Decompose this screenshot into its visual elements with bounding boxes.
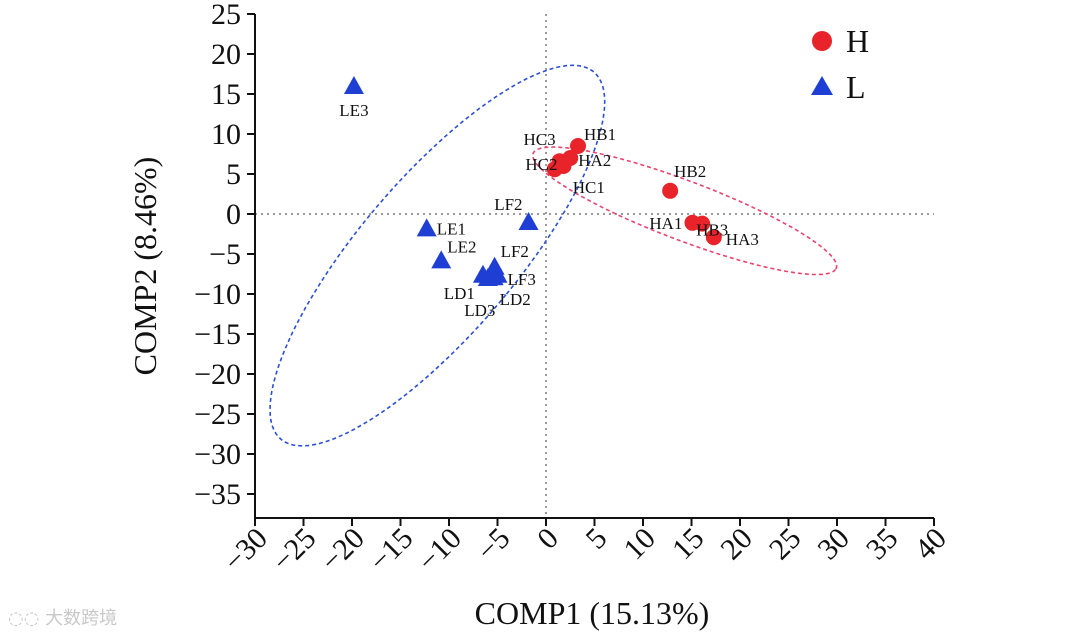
- x-tick-label: −10: [411, 522, 468, 579]
- y-tick-label: 15: [211, 78, 241, 111]
- y-tick-label: 25: [211, 0, 241, 31]
- point-label-hc1: HC1: [573, 178, 605, 197]
- y-tick-label: 0: [226, 198, 241, 231]
- y-tick-label: −20: [194, 358, 241, 391]
- confidence-ellipses: [269, 64, 838, 447]
- y-ticks: 25 20 15 10 5 0 −5 −10 −15 −20 −25 −30 −35: [194, 0, 255, 511]
- point-label-ha1: HA1: [649, 214, 682, 233]
- y-tick-label: −10: [194, 278, 241, 311]
- point-ha3: [705, 229, 722, 246]
- x-ticks: −30−25−20−15−10 −5 0 5 10 15 20 25 30 35 40: [217, 518, 953, 578]
- y-tick-label: −25: [194, 398, 241, 431]
- x-tick-label: 25: [763, 522, 808, 567]
- x-tick-label: 40: [908, 522, 953, 567]
- legend: H L: [811, 23, 869, 105]
- point-le3: [343, 76, 364, 94]
- point-label-le3: LE3: [339, 101, 368, 120]
- point-label-lf3: LF3: [508, 270, 536, 289]
- ellipse-h: [531, 146, 838, 276]
- point-label-hc2: HC2: [525, 155, 557, 174]
- x-tick-label: −20: [314, 522, 371, 579]
- point-ha1: [684, 214, 701, 231]
- y-tick-label: 5: [226, 158, 241, 191]
- ellipse-l: [269, 64, 606, 447]
- watermark: ◌◌ 大数跨境: [8, 604, 117, 630]
- point-label-ld1: LD1: [444, 284, 475, 303]
- point-label-hc3: HC3: [523, 130, 555, 149]
- y-tick-label: −5: [209, 238, 241, 271]
- y-tick-label: −35: [194, 478, 241, 511]
- zero-lines: [255, 14, 934, 518]
- x-tick-label: 20: [714, 522, 759, 567]
- point-label-lf2: LF2: [494, 195, 522, 214]
- x-tick-label: −15: [363, 522, 420, 579]
- point-label-ld3: LD3: [464, 301, 495, 320]
- y-tick-label: 20: [211, 38, 241, 71]
- y-axis-title: COMP2 (8.46%): [127, 157, 163, 376]
- point-label-le2: LE2: [447, 237, 476, 256]
- x-tick-label: 0: [531, 522, 565, 556]
- point-label-hb3: HB3: [696, 221, 728, 240]
- x-tick-label: −5: [471, 522, 517, 568]
- legend-marker-l: [811, 76, 833, 95]
- legend-label-h: H: [846, 23, 869, 59]
- point-label-le1: LE1: [437, 219, 466, 238]
- legend-label-l: L: [846, 69, 866, 105]
- point-label-ld2: LD2: [500, 290, 531, 309]
- x-tick-label: 5: [580, 522, 614, 556]
- x-tick-label: 15: [666, 522, 711, 567]
- point-le1: [416, 218, 437, 237]
- point-hc1: [546, 161, 563, 178]
- point-lf2: [518, 212, 539, 230]
- watermark-text: 大数跨境: [45, 608, 118, 629]
- point-hb2: [662, 182, 679, 199]
- x-tick-label: −30: [217, 522, 274, 579]
- data-points: [343, 76, 722, 286]
- point-ld3: [477, 268, 498, 286]
- point-hb1: [570, 138, 587, 154]
- y-tick-label: 10: [211, 118, 241, 151]
- x-tick-label: 30: [811, 522, 856, 567]
- watermark-logo-icon: ◌◌: [8, 608, 40, 629]
- x-tick-label: 10: [617, 522, 662, 567]
- x-tick-label: 35: [860, 522, 905, 567]
- legend-marker-h: [812, 31, 832, 51]
- point-le2: [431, 250, 452, 269]
- point-label-hb1: HB1: [584, 125, 616, 144]
- point-label-ha2: HA2: [578, 151, 611, 170]
- point-label-ha3: HA3: [726, 230, 759, 249]
- point-label-hb2: HB2: [674, 162, 706, 181]
- point-label-lf2: LF2: [501, 242, 529, 261]
- x-axis-title: COMP1 (15.13%): [475, 595, 710, 631]
- x-tick-label: −25: [266, 522, 323, 579]
- y-tick-label: −15: [194, 318, 241, 351]
- y-tick-label: −30: [194, 438, 241, 471]
